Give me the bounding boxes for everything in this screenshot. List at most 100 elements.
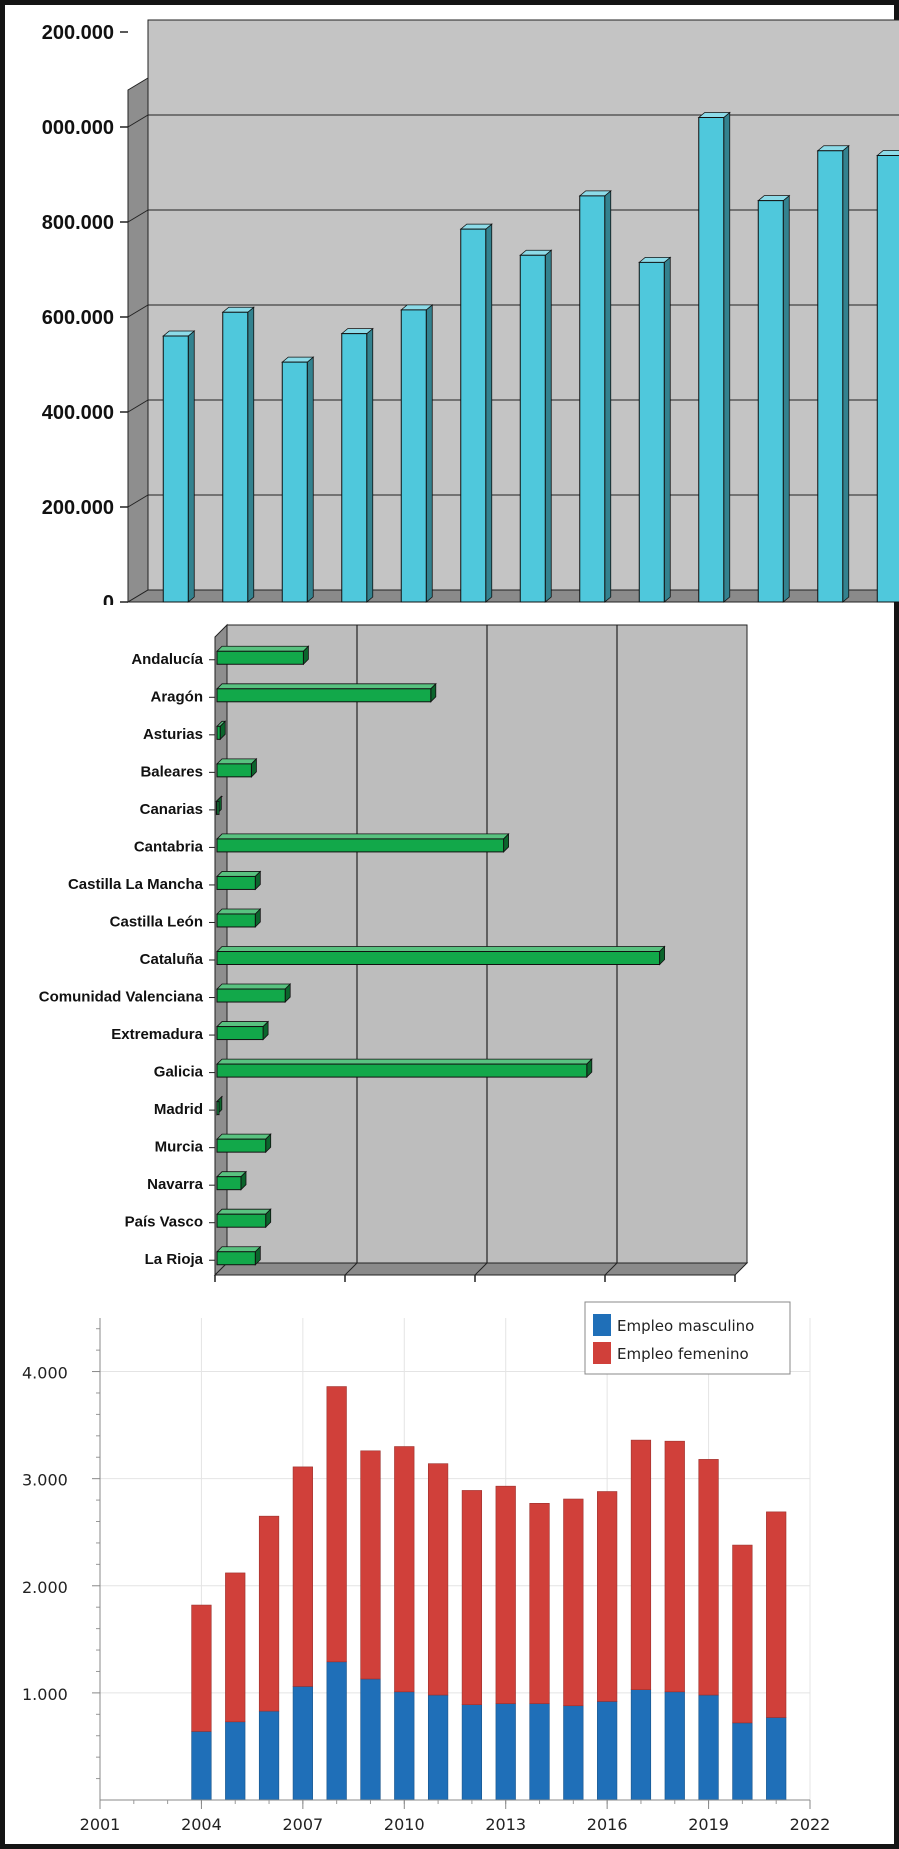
gridline-floor xyxy=(604,1262,618,1276)
y-tick-label: Aragón xyxy=(151,688,204,705)
bar-side xyxy=(425,304,433,603)
x-tick-label: 50.000 xyxy=(322,1287,368,1290)
y-tick-label: Baleares xyxy=(140,763,203,780)
x-tick-label: 2004 xyxy=(181,1815,222,1834)
bar-2005 xyxy=(341,333,368,603)
employment-stacked-bar-chart: 1.000 2.000 3.000 4.000 2001 2004 2007 2010 2013… xyxy=(22,1301,830,1834)
y-tick-label: Cantabria xyxy=(134,838,204,855)
legend-box xyxy=(584,1301,791,1375)
bar-cataluña xyxy=(216,951,661,965)
bar-empleo-masculino-2018 xyxy=(664,1691,685,1801)
bar-empleo-femenino-2019 xyxy=(698,1459,719,1696)
bar-top xyxy=(216,1208,272,1215)
bar-empleo-masculino-2004 xyxy=(191,1731,212,1801)
regional-3d-horizontal-bar-chart: 0 50.000 100.000 150.000 200.000 Andalucía Ara… xyxy=(39,623,762,1290)
bar-side xyxy=(782,194,790,603)
y-tick-label: Navarra xyxy=(147,1176,204,1193)
legend-label: Empleo masculino xyxy=(617,1317,754,1335)
y-tick-label: Cataluña xyxy=(140,951,204,968)
bar-asturias xyxy=(216,725,221,740)
x-tick-label: 0 xyxy=(211,1287,219,1290)
bar-empleo-masculino-2009 xyxy=(360,1678,381,1801)
bar-empleo-masculino-2011 xyxy=(427,1694,449,1801)
y-tick-label: 200.000 xyxy=(42,497,114,519)
bar-empleo-femenino-2020 xyxy=(732,1544,753,1724)
y-tick-label: Murcia xyxy=(155,1139,204,1156)
bar-top xyxy=(216,1133,272,1140)
bar-2002 xyxy=(162,335,189,603)
y-tick-label: 0 xyxy=(103,592,114,605)
x-tick-label: 2019 xyxy=(688,1815,729,1834)
legend: Empleo masculino Empleo femenino xyxy=(584,1301,791,1375)
bar-castilla-la-mancha xyxy=(216,875,256,890)
x-tick-label: 2013 xyxy=(485,1815,526,1834)
bar-side xyxy=(306,356,314,603)
bar-murcia xyxy=(216,1138,267,1153)
bar-side xyxy=(247,306,255,603)
gridline-side xyxy=(127,114,149,128)
bar-empleo-masculino-2012 xyxy=(461,1704,483,1801)
y-tick-label: 2.000 xyxy=(22,1578,68,1597)
y-tick-label: Galicia xyxy=(154,1064,204,1081)
bar-empleo-masculino-2020 xyxy=(732,1722,753,1801)
bar-2009 xyxy=(579,195,606,603)
bar-top xyxy=(216,833,510,840)
bar-top xyxy=(340,328,374,335)
x-tick-label: 2016 xyxy=(587,1815,628,1834)
bar-canarias xyxy=(216,800,220,815)
bar-empleo-masculino-2008 xyxy=(326,1661,347,1801)
bar-empleo-femenino-2008 xyxy=(326,1386,347,1663)
bar-empleo-masculino-2005 xyxy=(225,1721,246,1801)
x-tick-label: 150.000 xyxy=(578,1287,632,1290)
y-tick-label: 000.000 xyxy=(42,117,114,139)
bar-side xyxy=(366,327,374,603)
bar-empleo-femenino-2018 xyxy=(664,1440,685,1693)
y-tick-label: Comunidad Valenciana xyxy=(39,989,204,1006)
y-tick-label: 4.000 xyxy=(22,1364,68,1383)
bar-madrid xyxy=(216,1101,220,1116)
bar-empleo-masculino-2019 xyxy=(698,1694,719,1801)
y-tick-label: 600.000 xyxy=(42,307,114,329)
bar-top xyxy=(816,145,850,152)
bar-empleo-masculino-2015 xyxy=(563,1705,584,1801)
bar-empleo-femenino-2009 xyxy=(360,1450,381,1680)
bar-empleo-masculino-2010 xyxy=(394,1691,415,1801)
bar-país-vasco xyxy=(216,1213,267,1228)
bar-empleo-femenino-2012 xyxy=(461,1490,483,1705)
bar-extremadura xyxy=(216,1026,264,1041)
bar-2014 xyxy=(876,155,899,603)
bar-2013 xyxy=(817,150,844,603)
bar-cantabria xyxy=(216,838,505,853)
gridline-side xyxy=(127,304,149,318)
y-tick-label: Andalucía xyxy=(131,651,203,668)
bar-top xyxy=(216,908,262,915)
bar-side xyxy=(723,111,731,603)
bar-andalucía xyxy=(216,650,304,665)
gridline-side xyxy=(127,494,149,508)
bar-top xyxy=(519,249,553,256)
x-tick-label: 2007 xyxy=(282,1815,323,1834)
bar-castilla-león xyxy=(216,913,256,928)
bar-2012 xyxy=(757,200,784,603)
bar-la-rioja xyxy=(216,1251,256,1266)
bar-empleo-femenino-2015 xyxy=(563,1498,584,1707)
bar-side xyxy=(485,223,493,603)
x-tick-label: 100.000 xyxy=(448,1287,502,1290)
gridline-side xyxy=(127,209,149,223)
bar-empleo-femenino-2010 xyxy=(394,1446,415,1693)
bar-2008 xyxy=(519,254,546,603)
bar-empleo-masculino-2016 xyxy=(597,1701,618,1801)
bar-top xyxy=(216,683,437,690)
legend-label: Empleo femenino xyxy=(617,1345,749,1363)
bar-baleares xyxy=(216,763,252,778)
bar-empleo-femenino-2007 xyxy=(292,1466,313,1687)
bar-top xyxy=(459,223,493,230)
bar-top xyxy=(578,190,612,197)
y-tick-label: Asturias xyxy=(143,726,203,743)
bar-empleo-femenino-2013 xyxy=(495,1485,516,1704)
y-tick-label: Madrid xyxy=(154,1101,203,1118)
bar-empleo-masculino-2007 xyxy=(292,1686,313,1801)
y-tick-label: 3.000 xyxy=(22,1471,68,1490)
bar-empleo-femenino-2016 xyxy=(597,1491,618,1702)
legend-swatch xyxy=(593,1342,611,1364)
